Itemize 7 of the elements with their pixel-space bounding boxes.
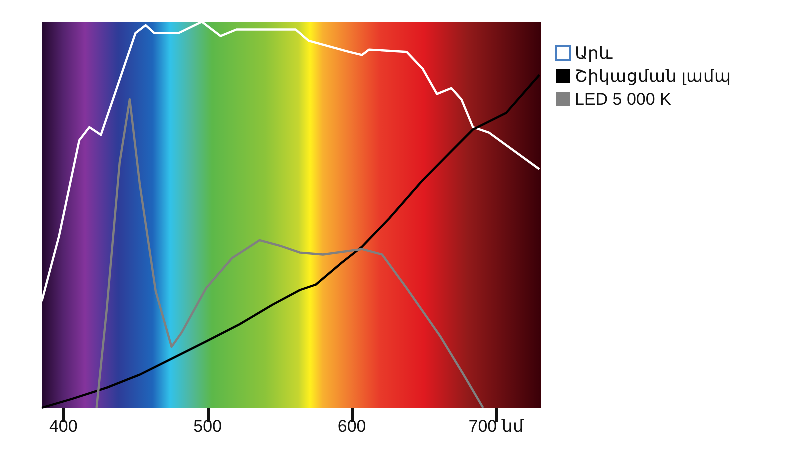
legend-label: Շիկացման լամպ (575, 67, 732, 86)
x-tick-label: 700 նմ (468, 417, 524, 436)
x-tick-label: 600 (338, 417, 366, 436)
x-tick-label: 400 (49, 417, 78, 436)
legend-label: Արև (575, 44, 613, 63)
x-tick-label: 500 (194, 417, 222, 436)
legend-label: LED 5 000 K (575, 90, 672, 109)
